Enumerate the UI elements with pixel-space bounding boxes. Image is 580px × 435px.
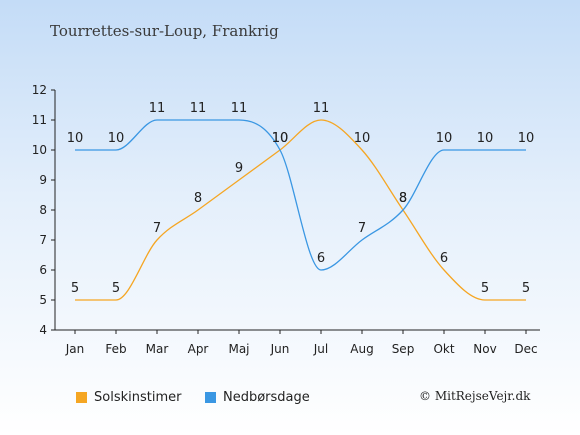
y-tick-label-10: 10: [32, 143, 47, 157]
x-tick-label-Apr: Apr: [188, 342, 209, 356]
data-label-nedborsdage-Nov: 10: [477, 131, 494, 146]
legend-item-solskinstimer: Solskinstimer: [76, 390, 181, 405]
x-tick-label-Nov: Nov: [473, 342, 496, 356]
x-tick-label-Aug: Aug: [350, 342, 373, 356]
series-line-solskinstimer: [74, 119, 526, 301]
x-tick-label-Sep: Sep: [392, 342, 415, 356]
y-tick-label-11: 11: [32, 113, 47, 127]
data-label-nedborsdage-Mar: 11: [149, 101, 166, 116]
legend-swatch-solskinstimer: [76, 392, 87, 403]
data-label-solskinstimer-Dec: 5: [522, 281, 530, 296]
data-label-nedborsdage-Apr: 11: [190, 101, 207, 116]
data-label-solskinstimer-Nov: 5: [481, 281, 489, 296]
data-label-solskinstimer-Aug: 10: [354, 131, 371, 146]
x-tick-label-Mar: Mar: [146, 342, 169, 356]
chart-title: Tourrettes-sur-Loup, Frankrig: [50, 22, 279, 40]
x-tick-label-Feb: Feb: [105, 342, 126, 356]
data-label-nedborsdage-Dec: 10: [518, 131, 535, 146]
y-tick-label-9: 9: [39, 173, 47, 187]
y-tick-label-5: 5: [39, 293, 47, 307]
data-label-solskinstimer-Sep: 8: [399, 191, 407, 206]
series-line-nedborsdage: [74, 119, 526, 271]
data-label-solskinstimer-Okt: 6: [440, 251, 448, 266]
data-label-nedborsdage-Maj: 11: [231, 101, 248, 116]
data-label-nedborsdage-Jan: 10: [67, 131, 84, 146]
x-tick-label-Maj: Maj: [228, 342, 249, 356]
data-label-nedborsdage-Jul: 6: [317, 251, 325, 266]
y-tick-label-8: 8: [39, 203, 47, 217]
legend-swatch-nedborsdage: [205, 392, 216, 403]
legend-label-nedborsdage: Nedbørsdage: [223, 390, 310, 405]
data-label-nedborsdage-Aug: 7: [358, 221, 366, 236]
y-tick-label-7: 7: [39, 233, 47, 247]
x-tick-label-Jan: Jan: [65, 342, 85, 356]
legend-label-solskinstimer: Solskinstimer: [94, 390, 182, 405]
x-tick-label-Dec: Dec: [514, 342, 537, 356]
data-label-nedborsdage-Sep: 8: [399, 191, 407, 206]
data-label-nedborsdage-Feb: 10: [108, 131, 125, 146]
legend-item-nedborsdage: Nedbørsdage: [205, 390, 310, 405]
x-tick-label-Jul: Jul: [313, 342, 328, 356]
data-label-solskinstimer-Mar: 7: [153, 221, 161, 236]
data-label-solskinstimer-Apr: 8: [194, 191, 202, 206]
y-tick-label-12: 12: [32, 83, 47, 97]
data-label-nedborsdage-Jun: 10: [272, 131, 289, 146]
y-tick-label-4: 4: [39, 323, 47, 337]
data-label-nedborsdage-Okt: 10: [436, 131, 453, 146]
data-label-solskinstimer-Maj: 9: [235, 161, 243, 176]
data-label-solskinstimer-Jan: 5: [71, 281, 79, 296]
credit-text: © MitRejseVejr.dk: [419, 389, 531, 403]
data-label-solskinstimer-Jul: 11: [313, 101, 330, 116]
x-tick-label-Jun: Jun: [270, 342, 290, 356]
x-tick-label-Okt: Okt: [433, 342, 454, 356]
data-label-solskinstimer-Feb: 5: [112, 281, 120, 296]
y-tick-label-6: 6: [39, 263, 47, 277]
